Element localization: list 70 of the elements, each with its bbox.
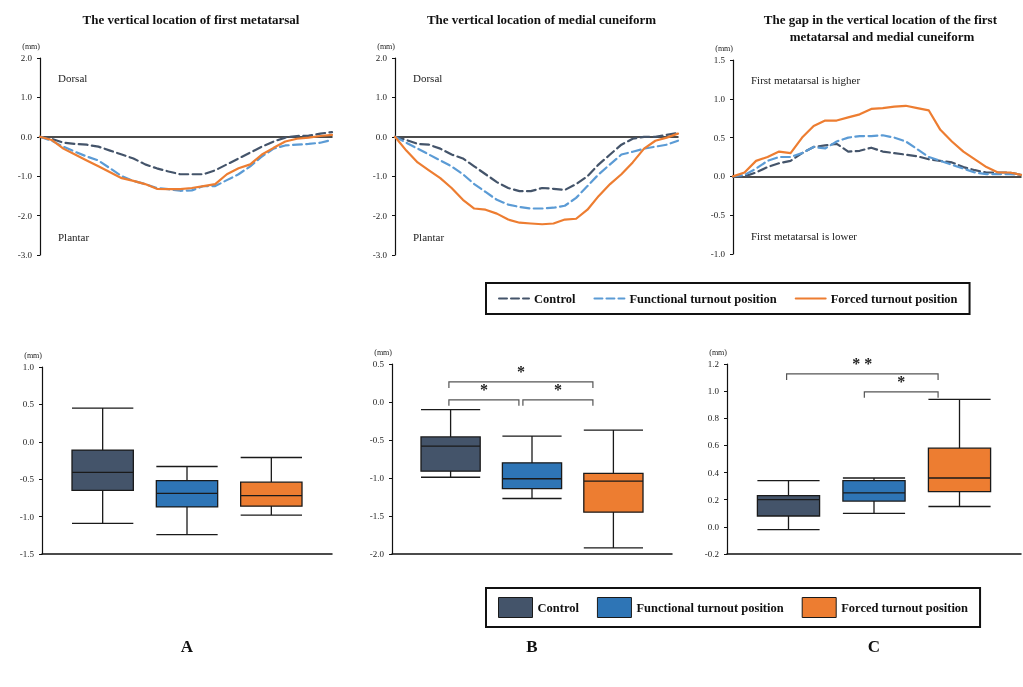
y-tick-label: 1.0 [707, 386, 720, 397]
y-tick-label: 1.0 [20, 92, 33, 103]
y-tick-label: 2.0 [375, 53, 388, 63]
annotation: Plantar [58, 230, 90, 243]
annotation: * [897, 373, 906, 391]
y-tick-label: 1.5 [713, 55, 726, 65]
legend-label: Functional turnout position [629, 291, 777, 306]
y-tick-label: 1.0 [713, 93, 726, 104]
x-axis-title: B [526, 637, 538, 656]
y-tick-label: 0.0 [713, 171, 726, 182]
annotation: * [553, 381, 562, 399]
legend-label: Control [537, 600, 580, 615]
y-tick-label: 0.0 [375, 131, 388, 142]
y-tick-label: 0.0 [20, 131, 33, 142]
y-axis-title: (mm) [377, 41, 396, 51]
legend-label: Functional turnout position [636, 600, 784, 615]
annotation: Dorsal [413, 71, 443, 84]
chart-title: The vertical location of medial cuneiform [426, 12, 657, 27]
y-axis-title: (mm) [709, 347, 728, 357]
y-tick-label: 0.4 [707, 467, 720, 478]
y-tick-label: -1.0 [369, 473, 385, 483]
y-tick-label: 0.6 [707, 440, 720, 451]
y-tick-label: -3.0 [17, 250, 33, 260]
legend-label: Control [534, 291, 576, 306]
y-tick-label: 0.2 [707, 494, 719, 505]
y-tick-label: -1.5 [19, 549, 35, 559]
y-tick-label: 0.0 [707, 521, 720, 532]
chart-title: The gap in the vertical location of the first metatarsal and medial cuneiform [763, 12, 1001, 44]
legend-label: Forced turnout position [830, 291, 958, 306]
y-tick-label: 1.0 [375, 92, 388, 103]
y-tick-label: 0.0 [22, 436, 35, 447]
y-axis-title: (mm) [715, 43, 734, 53]
y-tick-label: -0.5 [369, 435, 385, 445]
y-tick-label: 0.5 [713, 132, 726, 143]
y-tick-label: -0.5 [19, 474, 35, 485]
annotation: Dorsal [58, 71, 88, 84]
y-tick-label: -1.0 [19, 511, 35, 522]
y-tick-label: -2.0 [17, 210, 33, 221]
annotation: * [516, 363, 525, 381]
x-axis-title: C [867, 637, 881, 656]
annotation: * * [852, 355, 873, 373]
y-tick-label: -0.5 [710, 210, 726, 221]
annotation: First metatarsal is lower [751, 229, 858, 242]
annotation: First metatarsal is higher [751, 73, 861, 86]
y-tick-label: -1.5 [369, 511, 385, 521]
y-tick-label: 1.2 [707, 359, 719, 369]
y-tick-label: -1.0 [17, 171, 33, 182]
y-tick-label: 0.5 [22, 399, 35, 410]
y-tick-label: -1.0 [372, 171, 388, 182]
annotation: Plantar [413, 230, 445, 243]
line-series [731, 104, 1023, 178]
y-tick-label: -0.2 [704, 549, 719, 559]
annotation: * [479, 381, 488, 399]
y-tick-label: 0.8 [707, 413, 720, 424]
y-tick-label: 0.5 [372, 359, 385, 369]
y-tick-label: -1.0 [710, 249, 726, 259]
y-tick-label: -2.0 [369, 549, 385, 559]
y-tick-label: 2.0 [20, 53, 33, 63]
y-tick-label: -2.0 [372, 210, 388, 221]
legend-label: Forced turnout position [841, 600, 969, 615]
y-axis-title: (mm) [24, 350, 43, 360]
x-axis-title: A [180, 637, 194, 656]
chart-title: The vertical location of first metatarsal [82, 12, 300, 27]
y-axis-title: (mm) [22, 41, 41, 51]
line-series [393, 132, 680, 226]
y-tick-label: -3.0 [372, 250, 388, 260]
y-tick-label: 0.0 [372, 397, 385, 407]
line-series [393, 135, 680, 210]
y-axis-title: (mm) [374, 347, 393, 357]
y-tick-label: 1.0 [22, 362, 35, 372]
